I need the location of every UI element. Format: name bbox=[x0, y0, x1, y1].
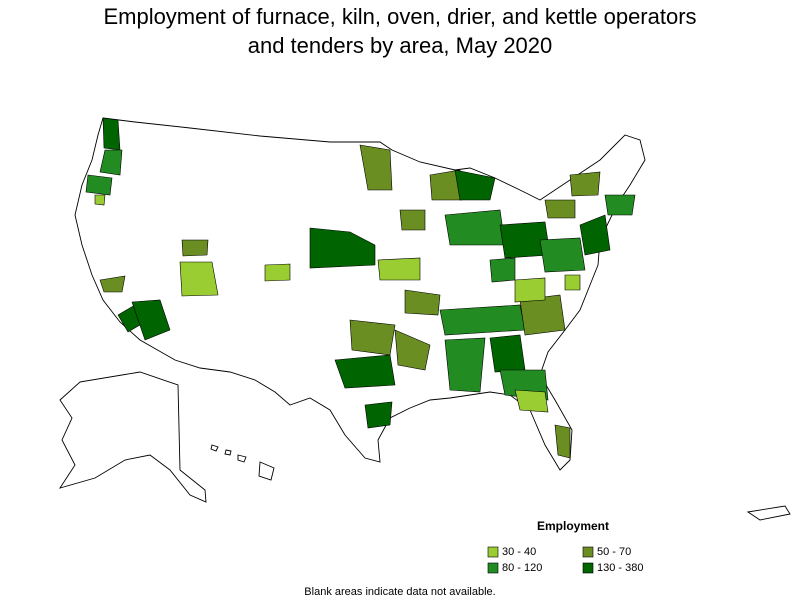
map-area bbox=[94, 194, 106, 206]
legend-label: 80 - 120 bbox=[502, 562, 542, 574]
map-area bbox=[544, 199, 576, 219]
map-area bbox=[179, 261, 219, 297]
legend-swatch bbox=[487, 562, 499, 574]
map-title: Employment of furnace, kiln, oven, drier… bbox=[103, 4, 697, 58]
legend-swatch bbox=[487, 546, 499, 558]
map-area bbox=[334, 354, 396, 389]
legend-swatch bbox=[582, 546, 594, 558]
map-area bbox=[514, 389, 549, 413]
map-area bbox=[444, 337, 486, 393]
map-area bbox=[377, 257, 421, 281]
puerto-rico-outline bbox=[746, 505, 791, 521]
map-area bbox=[131, 299, 171, 341]
map-area bbox=[489, 257, 516, 283]
map-area bbox=[569, 171, 601, 197]
map-area bbox=[99, 149, 123, 176]
map-area bbox=[85, 174, 113, 196]
map-area bbox=[349, 319, 396, 356]
map-area bbox=[399, 209, 426, 231]
map-area bbox=[444, 209, 506, 246]
legend-label: 50 - 70 bbox=[597, 546, 631, 558]
legend-label: 30 - 40 bbox=[502, 546, 536, 558]
alaska-outline bbox=[58, 371, 207, 503]
map-area bbox=[579, 214, 611, 256]
map-area bbox=[539, 237, 586, 273]
map-area bbox=[364, 401, 393, 429]
legend: 30 - 40 50 - 70 80 - 120 130 - 380 bbox=[487, 546, 643, 574]
hawaii-outline bbox=[210, 444, 275, 481]
map-area bbox=[454, 169, 496, 201]
map-area bbox=[309, 227, 376, 269]
map-area bbox=[404, 289, 441, 316]
legend-swatch bbox=[582, 562, 594, 574]
legend-title: Employment bbox=[537, 519, 609, 533]
map-area bbox=[394, 329, 431, 371]
map-area bbox=[514, 277, 546, 303]
legend-label: 130 - 380 bbox=[597, 562, 643, 574]
map-area bbox=[519, 294, 566, 336]
map-area bbox=[102, 117, 121, 151]
map-area bbox=[489, 334, 526, 373]
map-area bbox=[604, 194, 636, 216]
map-area bbox=[264, 263, 291, 282]
map-area bbox=[99, 275, 126, 293]
footnote: Blank areas indicate data not available. bbox=[304, 586, 495, 598]
map-area bbox=[439, 304, 526, 336]
map-area bbox=[181, 239, 209, 257]
map-area bbox=[359, 144, 393, 191]
map-area bbox=[564, 274, 581, 291]
map-area bbox=[554, 424, 571, 459]
